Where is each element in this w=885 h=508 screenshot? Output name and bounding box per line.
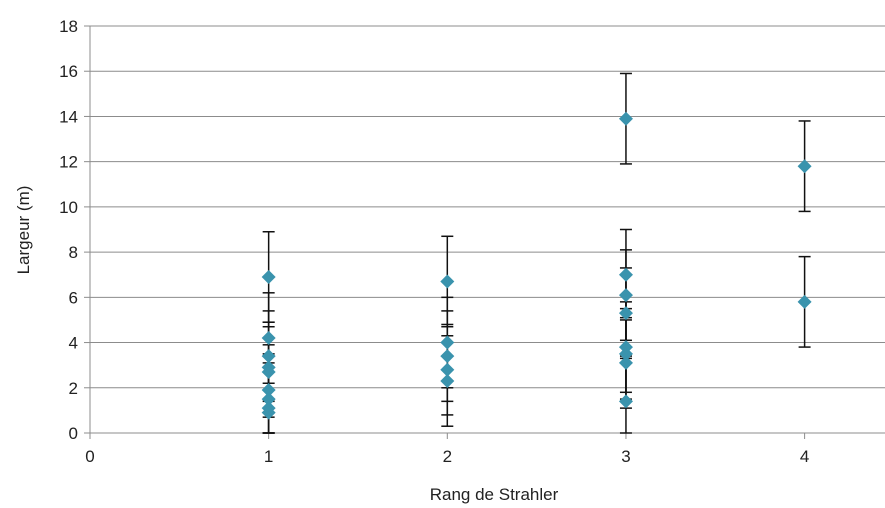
axes xyxy=(84,25,885,439)
x-tick-label: 0 xyxy=(85,447,94,466)
y-tick-label: 14 xyxy=(59,107,78,126)
data-point xyxy=(797,159,812,174)
y-tick-label: 2 xyxy=(69,379,78,398)
y-tick-label: 16 xyxy=(59,62,78,81)
data-point xyxy=(618,111,633,126)
x-tick-label: 3 xyxy=(621,447,630,466)
x-axis-title: Rang de Strahler xyxy=(430,485,559,504)
data-point xyxy=(440,362,455,377)
x-tick-label: 4 xyxy=(800,447,809,466)
y-tick-label: 6 xyxy=(69,288,78,307)
x-tick-labels: 0 1 2 3 4 xyxy=(85,447,809,466)
data-point xyxy=(261,269,276,284)
grid-lines xyxy=(90,25,885,389)
data-point xyxy=(261,405,276,420)
data-point xyxy=(261,392,276,407)
data-point xyxy=(618,288,633,303)
y-tick-label: 10 xyxy=(59,198,78,217)
data-point xyxy=(797,294,812,309)
data-point xyxy=(618,355,633,370)
x-tick-label: 2 xyxy=(443,447,452,466)
data-point xyxy=(618,267,633,282)
data-point xyxy=(440,335,455,350)
y-tick-labels: 0 2 4 6 8 10 12 14 16 18 xyxy=(59,17,78,443)
data-point xyxy=(440,349,455,364)
x-tick-label: 1 xyxy=(264,447,273,466)
data-point xyxy=(261,331,276,346)
data-point xyxy=(618,346,633,361)
y-tick-label: 0 xyxy=(69,424,78,443)
data-point xyxy=(440,373,455,388)
y-tick-label: 4 xyxy=(69,334,78,353)
data-point xyxy=(261,349,276,364)
data-point xyxy=(261,383,276,398)
y-tick-label: 12 xyxy=(59,153,78,172)
y-tick-label: 18 xyxy=(59,17,78,36)
y-tick-label: 8 xyxy=(69,243,78,262)
data-points xyxy=(261,111,812,420)
y-axis-title: Largeur (m) xyxy=(14,186,33,275)
data-point xyxy=(618,306,633,321)
error-bars xyxy=(262,72,811,434)
data-point xyxy=(261,364,276,379)
data-point xyxy=(440,274,455,289)
data-point xyxy=(618,394,633,409)
